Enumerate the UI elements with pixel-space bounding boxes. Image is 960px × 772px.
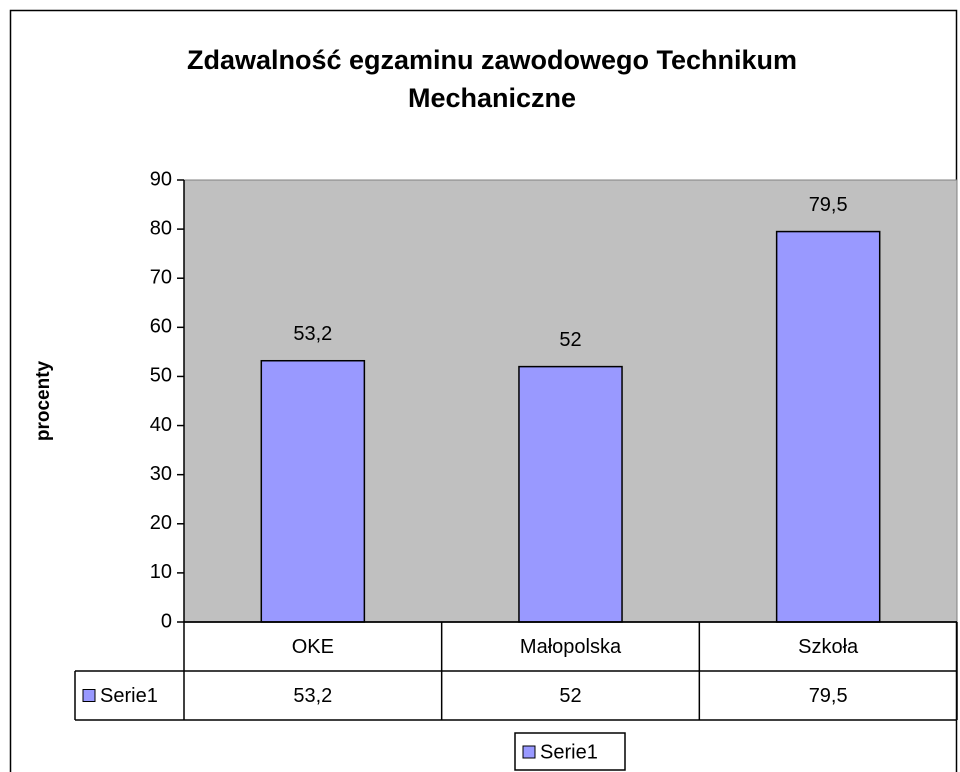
x-tick-label: OKE bbox=[292, 636, 334, 658]
table-value: 52 bbox=[559, 685, 581, 707]
table-value: 53,2 bbox=[293, 685, 332, 707]
y-axis-title: procenty bbox=[33, 360, 54, 441]
legend-key bbox=[522, 745, 536, 759]
value-label: 52 bbox=[559, 329, 581, 351]
x-tick-label: Szkoła bbox=[798, 636, 859, 658]
y-tick-label: 40 bbox=[150, 414, 172, 436]
value-label: 79,5 bbox=[809, 194, 848, 216]
y-tick-label: 0 bbox=[161, 610, 172, 632]
value-label: 53,2 bbox=[293, 323, 332, 345]
chart-title: Mechaniczne bbox=[408, 83, 576, 113]
y-tick-label: 60 bbox=[150, 316, 172, 338]
bar bbox=[518, 365, 623, 623]
y-tick-label: 70 bbox=[150, 267, 172, 289]
x-tick-label: Małopolska bbox=[520, 636, 622, 658]
legend-label: Serie1 bbox=[540, 741, 598, 763]
y-tick-label: 50 bbox=[150, 365, 172, 387]
table-series-name: Serie1 bbox=[100, 685, 158, 707]
y-tick-label: 10 bbox=[150, 561, 172, 583]
y-tick-label: 20 bbox=[150, 512, 172, 534]
legend-key bbox=[82, 689, 96, 702]
y-tick-label: 30 bbox=[150, 463, 172, 485]
table-value: 79,5 bbox=[809, 685, 848, 707]
bar bbox=[260, 359, 366, 623]
bar bbox=[775, 230, 881, 623]
y-tick-label: 90 bbox=[150, 168, 172, 190]
y-tick-label: 80 bbox=[150, 217, 172, 239]
chart-title: Zdawalność egzaminu zawodowego Technikum bbox=[187, 45, 797, 75]
